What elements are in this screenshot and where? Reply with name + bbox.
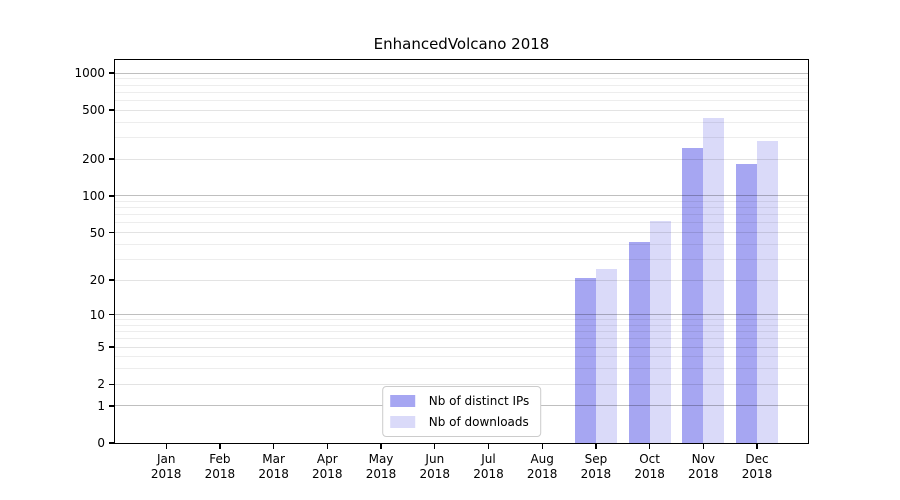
x-tick-jun — [434, 444, 436, 449]
x-tick-apr — [326, 444, 328, 449]
x-tick-label-apr: Apr 2018 — [295, 452, 359, 482]
bar-oct-distinct-ips — [628, 241, 650, 443]
y-tick-label-0: 0 — [97, 436, 105, 450]
y-tick-label-2: 2 — [97, 377, 105, 392]
x-tick-mar — [272, 444, 275, 449]
x-tick-oct — [648, 444, 651, 449]
y-tick-label-50: 50 — [89, 225, 105, 240]
y-gridline-700 — [115, 91, 808, 93]
x-tick-feb — [219, 444, 221, 449]
x-tick-year: 2018 — [580, 467, 612, 481]
y-gridline-1000 — [115, 72, 808, 74]
legend: Nb of distinct IPs Nb of downloads — [381, 386, 542, 437]
x-tick-month: Jul — [481, 452, 496, 466]
y-tick-1 — [109, 405, 114, 407]
x-tick-label-jul: Jul 2018 — [457, 452, 521, 482]
x-tick-jul — [487, 444, 490, 449]
y-tick-50 — [109, 231, 114, 234]
legend-item-downloads: Nb of downloads — [389, 413, 530, 431]
y-tick-5 — [109, 346, 114, 348]
x-tick-month: Apr — [316, 452, 338, 466]
y-tick-0 — [109, 442, 114, 444]
y-tick-label-5: 5 — [97, 340, 105, 355]
x-tick-month: Dec — [745, 452, 769, 466]
y-tick-1000 — [109, 72, 114, 74]
x-tick-year: 2018 — [258, 467, 289, 481]
x-tick-year: 2018 — [150, 467, 182, 481]
x-tick-month: Nov — [691, 452, 715, 466]
y-gridline-500 — [115, 109, 808, 111]
x-tick-label-dec: Dec 2018 — [725, 452, 789, 482]
y-tick-10 — [109, 313, 114, 316]
bar-dec-distinct-ips — [736, 164, 757, 443]
x-tick-label-mar: Mar 2018 — [242, 452, 306, 482]
x-tick-label-feb: Feb 2018 — [188, 452, 252, 482]
x-tick-jan — [165, 444, 167, 449]
y-tick-500 — [109, 109, 114, 111]
x-tick-month: Feb — [209, 452, 231, 466]
bar-sep-distinct-ips — [574, 277, 596, 443]
y-gridline-900 — [115, 78, 808, 80]
plot-area: Nb of distinct IPs Nb of downloads 0 1 2 5 1… — [74, 59, 809, 481]
x-tick-year: 2018 — [688, 467, 719, 481]
x-tick-month: Mar — [262, 452, 285, 466]
x-tick-month: Aug — [530, 452, 554, 466]
legend-label-downloads: Nb of downloads — [428, 415, 529, 429]
x-tick-year: 2018 — [204, 467, 236, 481]
x-tick-month: May — [368, 452, 394, 466]
y-tick-label-10: 10 — [89, 307, 105, 322]
legend-item-distinct-ips: Nb of distinct IPs — [389, 392, 530, 410]
bar-nov-downloads — [703, 117, 725, 443]
x-tick-nov — [702, 444, 704, 449]
legend-swatch-distinct-ips — [389, 395, 415, 407]
y-tick-label-200: 200 — [82, 152, 105, 166]
x-tick-label-sep: Sep 2018 — [564, 452, 628, 482]
x-tick-year: 2018 — [634, 467, 665, 481]
x-tick-month: Sep — [584, 452, 608, 466]
y-tick-label-1000: 1000 — [74, 66, 105, 80]
y-tick-label-500: 500 — [82, 103, 105, 118]
y-tick-2 — [109, 383, 114, 385]
x-tick-month: Jun — [425, 452, 445, 466]
x-tick-dec — [756, 444, 758, 449]
x-tick-may — [380, 444, 382, 449]
legend-swatch-downloads — [389, 416, 415, 428]
y-tick-label-20: 20 — [89, 273, 105, 287]
x-tick-year: 2018 — [473, 467, 504, 481]
x-tick-year: 2018 — [365, 467, 397, 481]
y-tick-200 — [109, 158, 114, 160]
x-tick-year: 2018 — [526, 467, 558, 481]
bar-nov-distinct-ips — [682, 148, 704, 443]
x-tick-label-may: May 2018 — [349, 452, 413, 482]
bar-sep-downloads — [595, 268, 617, 443]
bar-oct-downloads — [649, 221, 671, 443]
x-tick-year: 2018 — [312, 467, 343, 481]
y-tick-label-100: 100 — [82, 188, 105, 203]
x-tick-aug — [541, 444, 543, 449]
bar-dec-downloads — [757, 141, 778, 443]
y-tick-100 — [109, 195, 114, 197]
y-tick-label-1: 1 — [97, 398, 105, 413]
x-tick-year: 2018 — [419, 467, 451, 481]
x-tick-label-aug: Aug 2018 — [510, 452, 574, 482]
y-tick-20 — [109, 279, 114, 281]
legend-label-distinct-ips: Nb of distinct IPs — [428, 394, 530, 408]
x-tick-label-oct: Oct 2018 — [618, 452, 682, 482]
x-tick-label-jun: Jun 2018 — [403, 452, 467, 482]
x-tick-year: 2018 — [741, 467, 773, 481]
x-tick-label-nov: Nov 2018 — [671, 452, 735, 482]
y-gridline-600 — [115, 99, 808, 101]
x-tick-sep — [595, 444, 597, 449]
x-tick-month: Oct — [639, 452, 660, 466]
x-tick-month: Jan — [156, 452, 176, 466]
x-tick-label-jan: Jan 2018 — [134, 452, 198, 482]
chart-title: EnhancedVolcano 2018 — [373, 35, 550, 53]
y-gridline-800 — [115, 84, 808, 86]
